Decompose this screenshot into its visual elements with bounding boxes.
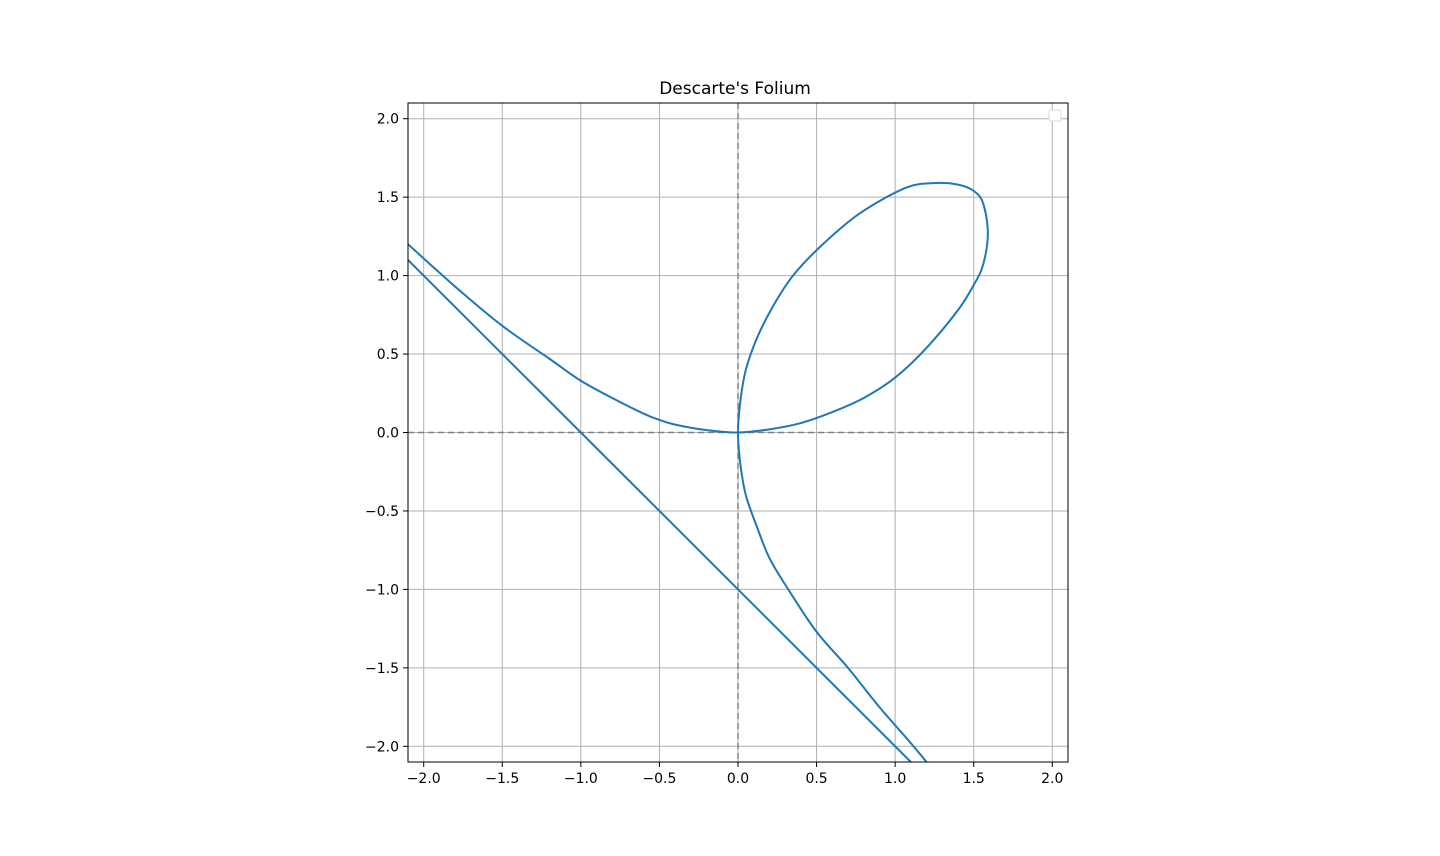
y-tick-label: 0.5 (377, 347, 399, 363)
x-tick-label: −1.0 (564, 771, 598, 787)
series-lines (408, 181, 989, 762)
x-tick-label: −1.5 (485, 771, 519, 787)
x-tick-label: −0.5 (642, 771, 676, 787)
y-tick-label: 0.0 (377, 426, 399, 442)
y-tick-label: 2.0 (377, 112, 399, 128)
x-tick-label: −2.0 (407, 771, 441, 787)
folium-curve (408, 181, 989, 762)
chart-title: Descarte's Folium (659, 79, 811, 99)
legend-box (1048, 109, 1062, 122)
x-tick-label: 0.0 (727, 771, 749, 787)
x-tick-label: 1.0 (884, 771, 906, 787)
x-tick-label: 2.0 (1041, 771, 1063, 787)
y-tick-label: 1.0 (377, 269, 399, 285)
x-tick-label: 0.5 (805, 771, 827, 787)
y-tick-label: −1.5 (365, 661, 399, 677)
axis-ticks: −2.0 −1.5 −1.0 −0.5 0.0 0.5 1.0 1.5 2.0 −2.0 −1.5 −… (365, 112, 1063, 787)
x-tick-label: 1.5 (963, 771, 985, 787)
y-tick-label: −0.5 (365, 504, 399, 520)
y-tick-label: −2.0 (365, 739, 399, 755)
y-tick-label: 1.5 (377, 190, 399, 206)
y-tick-label: −1.0 (365, 582, 399, 598)
asymptote-line (408, 259, 912, 762)
